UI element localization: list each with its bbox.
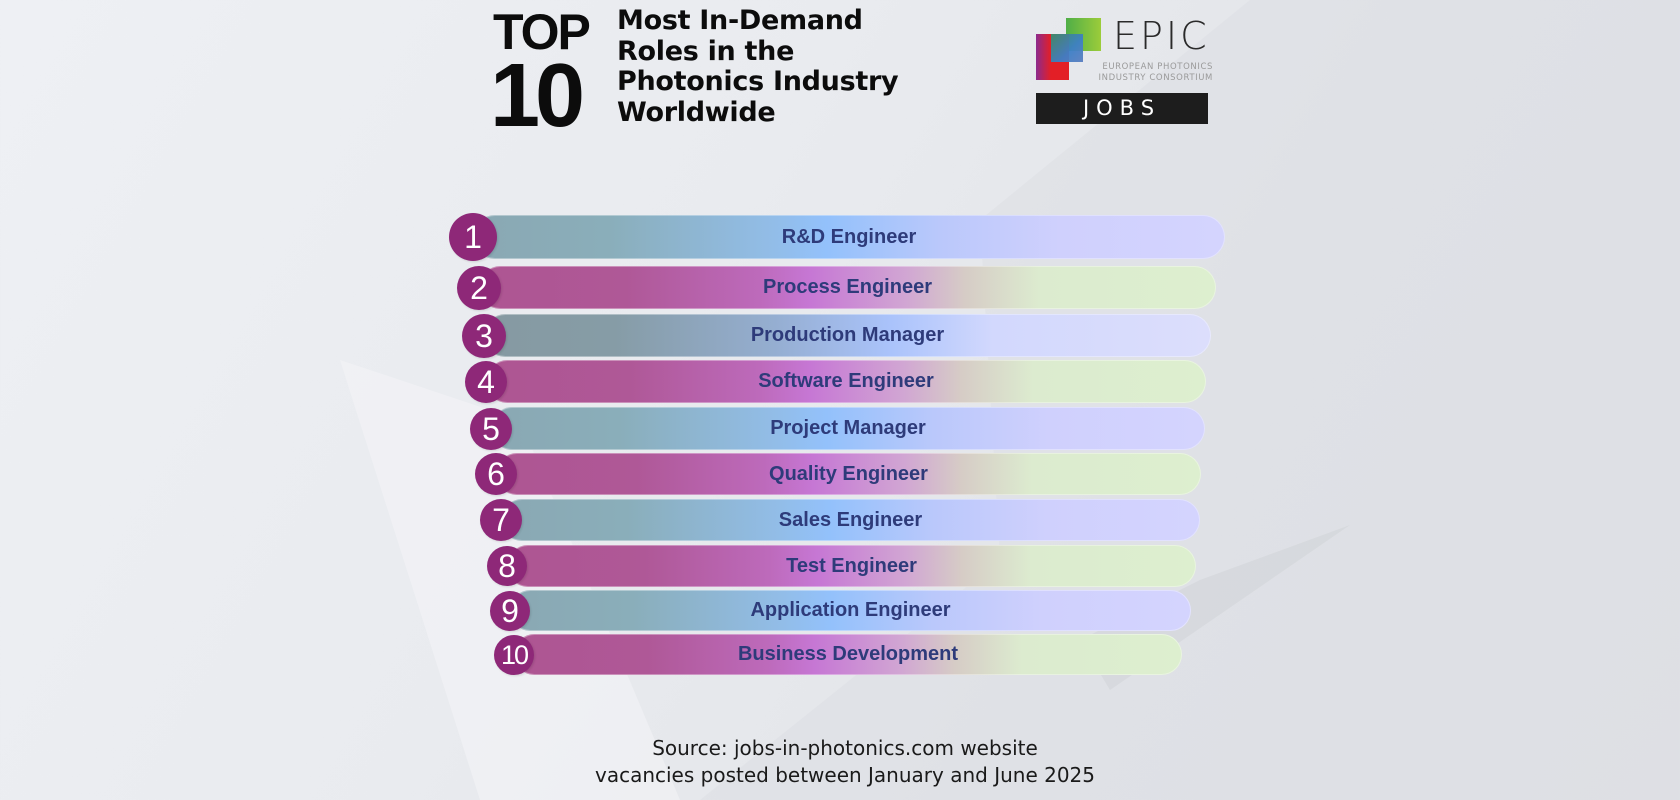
brand-name: EPIC <box>1113 14 1210 58</box>
role-bar: R&D Engineer <box>473 215 1225 259</box>
rank-badge: 5 <box>470 407 512 450</box>
role-label: Test Engineer <box>786 555 917 577</box>
role-label: Business Development <box>737 643 959 665</box>
ranking-row: Software Engineer 4 <box>465 360 1206 403</box>
jobs-label: JOBS <box>1036 93 1208 124</box>
role-bar: Business Development <box>514 634 1182 675</box>
count-label: 10 <box>490 46 585 146</box>
rank-badge: 6 <box>475 453 517 495</box>
ranking-row: Application Engineer 9 <box>490 590 1191 631</box>
ranking-row: Sales Engineer 7 <box>480 499 1200 541</box>
ranking-row: R&D Engineer 1 <box>449 213 1225 261</box>
headline: Most In-Demand Roles in the Photonics In… <box>617 5 917 128</box>
rank-badge: 4 <box>465 360 507 403</box>
ranking-row: Test Engineer 8 <box>487 545 1196 587</box>
ranking-row: Production Manager 3 <box>462 313 1211 358</box>
ranking-row: Quality Engineer 6 <box>475 453 1201 495</box>
brand-subtitle-line: INDUSTRY CONSORTIUM <box>1098 73 1213 83</box>
rank-badge: 3 <box>462 313 506 358</box>
headline-line: Most In-Demand <box>617 5 863 36</box>
period-line: vacancies posted between January and Jun… <box>594 763 1096 787</box>
role-label: Application Engineer <box>750 599 951 621</box>
role-label: Quality Engineer <box>769 463 928 485</box>
headline-line: Photonics Industry <box>617 66 899 97</box>
ranking-row: Business Development 10 <box>494 634 1182 675</box>
role-label: Project Manager <box>770 417 926 439</box>
ranking-row: Process Engineer 2 <box>457 265 1216 310</box>
role-label: Software Engineer <box>758 370 934 392</box>
source-line: Source: jobs-in-photonics.com website <box>652 736 1038 760</box>
role-bar: Application Engineer <box>510 590 1191 631</box>
brand-subtitle: EUROPEAN PHOTONICS INDUSTRY CONSORTIUM <box>1083 62 1213 84</box>
role-label: Sales Engineer <box>778 509 923 531</box>
logo-square-blue <box>1051 34 1083 62</box>
role-bar: Software Engineer <box>486 360 1206 403</box>
role-label: Process Engineer <box>763 276 932 298</box>
headline-line: Worldwide <box>617 96 776 128</box>
role-label: R&D Engineer <box>781 226 917 248</box>
rank-badge: 7 <box>480 499 522 541</box>
role-bar: Quality Engineer <box>496 453 1201 495</box>
rank-badge: 10 <box>494 634 534 675</box>
logo-mark-icon <box>1035 16 1105 82</box>
headline-line: Roles in the <box>617 35 795 67</box>
brand-subtitle-line: EUROPEAN PHOTONICS <box>1102 62 1213 72</box>
role-bar: Sales Engineer <box>501 499 1200 541</box>
role-bar: Process Engineer <box>479 266 1216 309</box>
rank-badge: 8 <box>487 546 527 586</box>
rank-badge: 1 <box>449 213 497 261</box>
source-note: Source: jobs-in-photonics.com website va… <box>0 735 1680 789</box>
role-label: Production Manager <box>750 324 945 346</box>
rank-badge: 2 <box>457 265 501 310</box>
rank-badge: 9 <box>490 590 530 631</box>
ranking-row: Project Manager 5 <box>470 407 1205 450</box>
role-bar: Project Manager <box>491 407 1205 450</box>
role-bar: Production Manager <box>484 314 1211 357</box>
top-label: TOP <box>493 4 591 60</box>
epic-jobs-logo: EPIC EUROPEAN PHOTONICS INDUSTRY CONSORT… <box>1035 14 1213 126</box>
role-bar: Test Engineer <box>507 545 1196 587</box>
